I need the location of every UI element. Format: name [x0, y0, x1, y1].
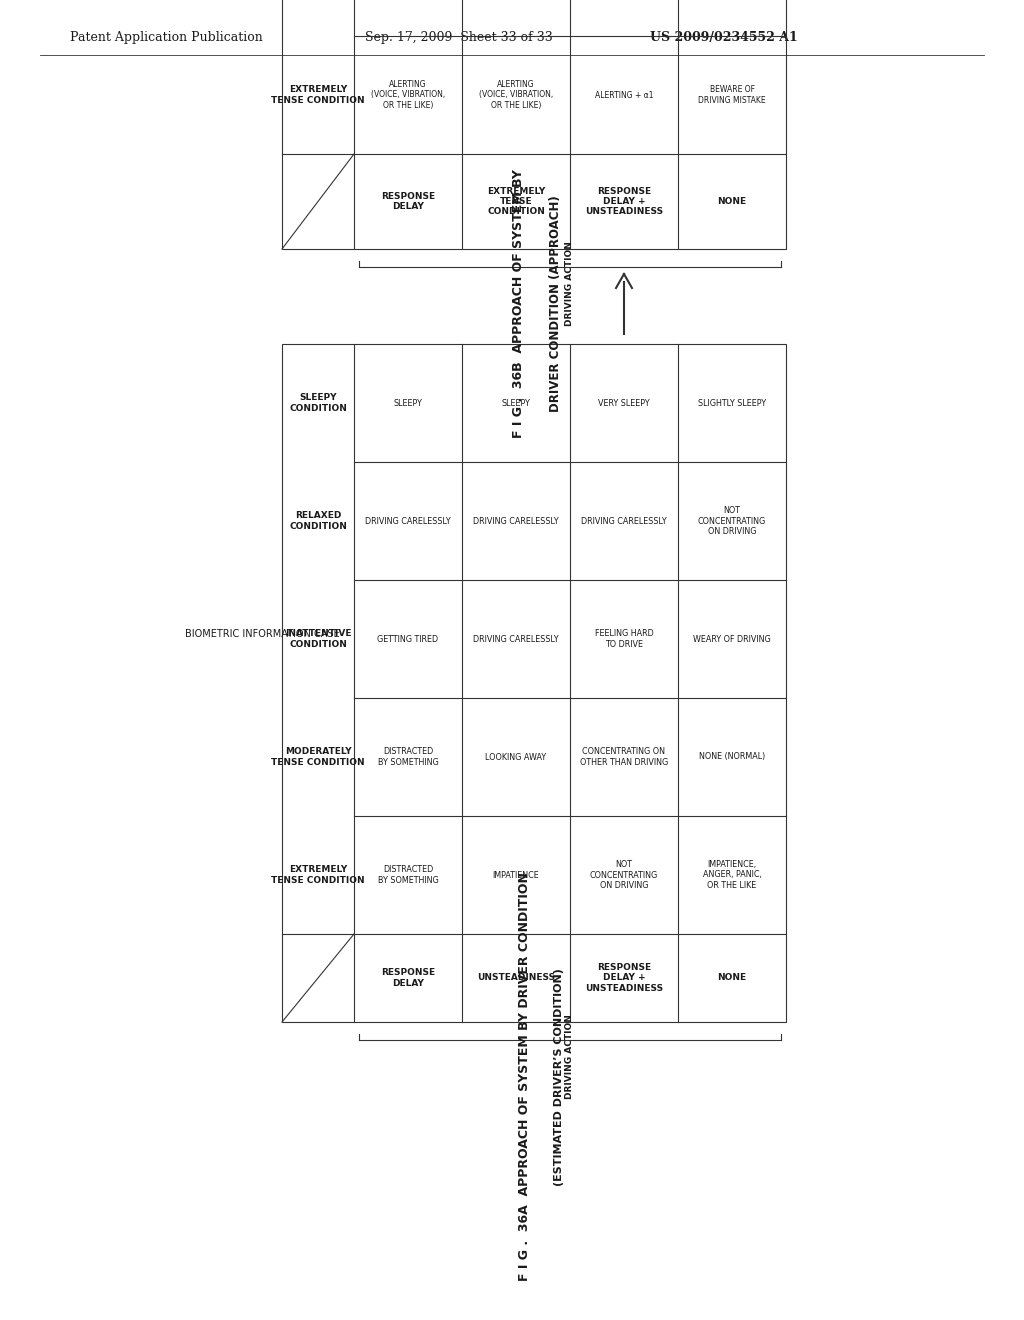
Text: RESPONSE
DELAY +
UNSTEADINESS: RESPONSE DELAY + UNSTEADINESS [585, 187, 664, 216]
Text: UNSTEADINESS: UNSTEADINESS [477, 974, 555, 982]
Text: RESPONSE
DELAY: RESPONSE DELAY [381, 191, 435, 211]
Text: RESPONSE
DELAY: RESPONSE DELAY [381, 969, 435, 987]
Text: EXTREMELY
TENSE CONDITION: EXTREMELY TENSE CONDITION [271, 86, 365, 104]
Text: EXTREMELY
TENSE CONDITION: EXTREMELY TENSE CONDITION [271, 866, 365, 884]
Text: RESPONSE
DELAY +
UNSTEADINESS: RESPONSE DELAY + UNSTEADINESS [585, 964, 664, 993]
Text: RELAXED
CONDITION: RELAXED CONDITION [289, 511, 347, 531]
Text: EXTREMELY
TENSE
CONDITION: EXTREMELY TENSE CONDITION [486, 187, 545, 216]
Text: BEWARE OF
DRIVING MISTAKE: BEWARE OF DRIVING MISTAKE [698, 86, 766, 104]
Text: (ESTIMATED DRIVER’S CONDITION): (ESTIMATED DRIVER’S CONDITION) [554, 968, 564, 1185]
Text: IMPATIENCE: IMPATIENCE [493, 870, 540, 879]
Text: F I G .  36B  APPROACH OF SYSTEM BY: F I G . 36B APPROACH OF SYSTEM BY [512, 169, 525, 438]
Text: IMPATIENCE,
ANGER, PANIC,
OR THE LIKE: IMPATIENCE, ANGER, PANIC, OR THE LIKE [702, 861, 762, 890]
Text: Sep. 17, 2009  Sheet 33 of 33: Sep. 17, 2009 Sheet 33 of 33 [365, 30, 553, 44]
Text: ALERTING
(VOICE, VIBRATION,
OR THE LIKE): ALERTING (VOICE, VIBRATION, OR THE LIKE) [479, 81, 553, 110]
Bar [282, 345, 786, 1022]
Text: DRIVING CARELESSLY: DRIVING CARELESSLY [473, 635, 559, 644]
Text: NOT
CONCENTRATING
ON DRIVING: NOT CONCENTRATING ON DRIVING [698, 507, 766, 536]
Bar [282, 0, 786, 249]
Text: DRIVING CARELESSLY: DRIVING CARELESSLY [366, 516, 451, 525]
Text: SLEEPY: SLEEPY [502, 399, 530, 408]
Text: NONE: NONE [718, 974, 746, 982]
Text: LOOKING AWAY: LOOKING AWAY [485, 752, 547, 762]
Text: MODERATELY
TENSE CONDITION: MODERATELY TENSE CONDITION [271, 747, 365, 767]
Text: ALERTING
(VOICE, VIBRATION,
OR THE LIKE): ALERTING (VOICE, VIBRATION, OR THE LIKE) [371, 81, 445, 110]
Text: DRIVER CONDITION (APPROACH): DRIVER CONDITION (APPROACH) [550, 195, 562, 412]
Text: DRIVING ACTION: DRIVING ACTION [565, 1015, 574, 1100]
Text: DISTRACTED
BY SOMETHING: DISTRACTED BY SOMETHING [378, 747, 438, 767]
Text: INATTENTIVE
CONDITION: INATTENTIVE CONDITION [285, 630, 351, 648]
Text: DRIVING ACTION: DRIVING ACTION [565, 242, 574, 326]
Text: F I G .  36A  APPROACH OF SYSTEM BY DRIVER CONDITION: F I G . 36A APPROACH OF SYSTEM BY DRIVER… [517, 873, 530, 1282]
Text: SLEEPY: SLEEPY [393, 399, 423, 408]
Text: DRIVING CARELESSLY: DRIVING CARELESSLY [473, 516, 559, 525]
Text: ALERTING + α1: ALERTING + α1 [595, 91, 653, 99]
Text: SLEEPY
CONDITION: SLEEPY CONDITION [289, 393, 347, 413]
Text: CONCENTRATING ON
OTHER THAN DRIVING: CONCENTRATING ON OTHER THAN DRIVING [580, 747, 668, 767]
Text: NOT
CONCENTRATING
ON DRIVING: NOT CONCENTRATING ON DRIVING [590, 861, 658, 890]
Text: NONE: NONE [718, 197, 746, 206]
Text: GETTING TIRED: GETTING TIRED [378, 635, 438, 644]
Text: NONE (NORMAL): NONE (NORMAL) [698, 752, 765, 762]
Text: Patent Application Publication: Patent Application Publication [70, 30, 263, 44]
Text: SLIGHTLY SLEEPY: SLIGHTLY SLEEPY [698, 399, 766, 408]
Text: DRIVING CARELESSLY: DRIVING CARELESSLY [582, 516, 667, 525]
Text: WEARY OF DRIVING: WEARY OF DRIVING [693, 635, 771, 644]
Text: BIOMETRIC INFORMATION CASE: BIOMETRIC INFORMATION CASE [184, 630, 339, 639]
Text: DISTRACTED
BY SOMETHING: DISTRACTED BY SOMETHING [378, 866, 438, 884]
Text: US 2009/0234552 A1: US 2009/0234552 A1 [650, 30, 798, 44]
Text: FEELING HARD
TO DRIVE: FEELING HARD TO DRIVE [595, 630, 653, 648]
Text: VERY SLEEPY: VERY SLEEPY [598, 399, 650, 408]
